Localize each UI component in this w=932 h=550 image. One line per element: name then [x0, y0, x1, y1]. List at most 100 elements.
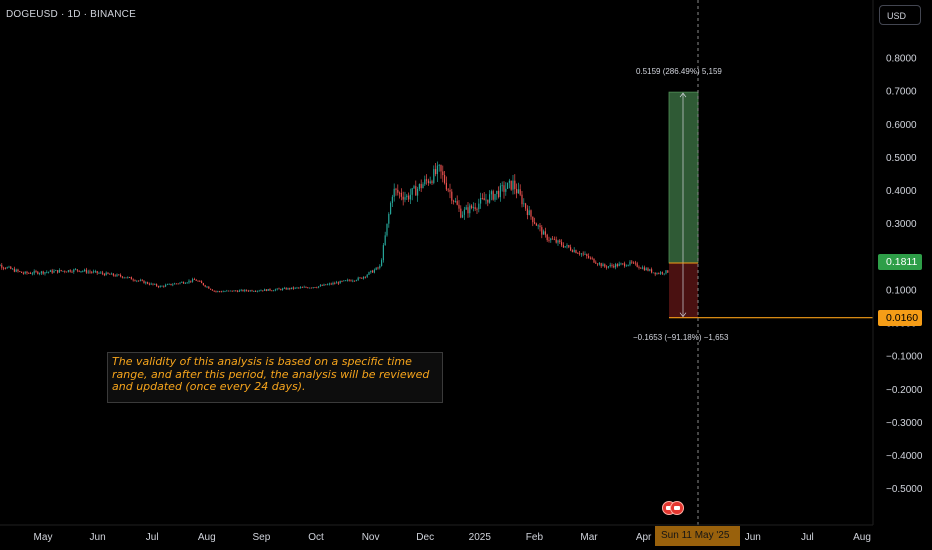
- candle-body: [105, 272, 107, 276]
- candle-body: [604, 264, 606, 267]
- candle-body: [429, 181, 431, 184]
- candle-body: [564, 246, 566, 248]
- candle-body: [1, 265, 3, 268]
- candle-body: [69, 270, 71, 272]
- event-markers[interactable]: [662, 501, 690, 517]
- candle-body: [197, 280, 199, 282]
- candle-body: [442, 171, 444, 176]
- candle-body: [290, 287, 293, 290]
- candle-body: [627, 264, 629, 266]
- candle-body: [6, 267, 8, 269]
- candle-body: [46, 272, 48, 273]
- time-axis-label: Aug: [853, 532, 871, 543]
- candle-body: [195, 279, 197, 281]
- candle-body: [253, 291, 255, 292]
- candle-body: [220, 291, 222, 293]
- candle-body: [0, 265, 1, 266]
- candle-body: [391, 196, 393, 204]
- analysis-note[interactable]: The validity of this analysis is based o…: [107, 352, 443, 403]
- candle-body: [350, 280, 352, 282]
- candle-body: [276, 288, 278, 290]
- candle-body: [281, 288, 284, 290]
- time-axis-label: Jul: [801, 532, 814, 543]
- candle-body: [539, 225, 541, 228]
- candle-body: [211, 289, 213, 291]
- candle-body: [463, 209, 465, 215]
- candle-body: [616, 264, 618, 267]
- candle-body: [60, 269, 62, 271]
- candle-body: [193, 279, 195, 280]
- candle-body: [280, 288, 282, 290]
- candle-body: [141, 280, 143, 282]
- candle-body: [164, 284, 167, 287]
- candle-body: [11, 268, 14, 270]
- candle-body: [607, 266, 609, 268]
- candle-body: [438, 165, 440, 166]
- event-flag-icon[interactable]: [670, 501, 684, 515]
- candle-body: [65, 271, 68, 273]
- candle-body: [560, 242, 563, 246]
- candle-body: [341, 280, 343, 282]
- candle-body: [595, 262, 597, 264]
- time-axis-label: Dec: [416, 532, 434, 543]
- candle-body: [92, 271, 95, 273]
- candle-body: [292, 287, 294, 289]
- symbol-title[interactable]: DOGEUSD · 1D · BINANCE: [6, 9, 136, 20]
- candle-body: [82, 271, 84, 272]
- candle-body: [589, 257, 591, 259]
- loss-zone[interactable]: [669, 263, 698, 318]
- candle-body: [343, 280, 345, 282]
- candle-body: [152, 283, 154, 285]
- candle-body: [217, 291, 219, 292]
- candle-body: [575, 250, 577, 254]
- price-axis-label: 0.5000: [886, 153, 917, 164]
- candle-body: [407, 195, 410, 200]
- candle-body: [328, 283, 330, 285]
- candle-body: [53, 270, 55, 273]
- candle-body: [618, 263, 620, 267]
- candle-body: [181, 282, 183, 283]
- candle-body: [222, 291, 224, 293]
- candle-body: [125, 277, 127, 279]
- candle-body: [551, 238, 554, 240]
- candle-body: [346, 279, 348, 281]
- candle-body: [506, 182, 509, 189]
- candle-body: [578, 253, 581, 255]
- stop-arrowhead: [679, 312, 687, 318]
- profit-zone[interactable]: [668, 91, 699, 264]
- currency-button[interactable]: USD: [879, 5, 921, 25]
- candle-body: [159, 285, 161, 288]
- candle-body: [643, 267, 645, 271]
- candle-body: [404, 197, 406, 200]
- candle-body: [652, 272, 654, 274]
- candle-body: [109, 273, 111, 275]
- candle-body: [501, 185, 503, 187]
- candle-body: [29, 273, 32, 274]
- candle-body: [215, 291, 217, 292]
- candle-body: [150, 283, 152, 285]
- candle-body: [665, 270, 667, 274]
- candle-body: [233, 290, 235, 292]
- candle-body: [238, 290, 240, 292]
- candle-body: [389, 203, 392, 214]
- candle-body: [479, 197, 482, 204]
- candle-body: [577, 253, 579, 254]
- candle-body: [443, 175, 446, 183]
- candle-body: [422, 184, 424, 189]
- candle-body: [163, 285, 165, 287]
- candle-body: [517, 189, 519, 194]
- time-axis-label: May: [34, 532, 53, 543]
- candle-body: [303, 286, 305, 288]
- candle-body: [427, 180, 429, 184]
- candle-body: [591, 257, 593, 259]
- candle-body: [47, 271, 50, 273]
- candle-body: [409, 194, 411, 200]
- candle-body: [656, 273, 658, 275]
- candle-body: [2, 267, 5, 269]
- target-stat-label: 0.5159 (286.49%) 5,159: [636, 67, 722, 76]
- candle-body: [161, 285, 163, 287]
- candle-body: [136, 280, 138, 282]
- candle-body: [582, 253, 584, 255]
- candle-body: [465, 207, 467, 210]
